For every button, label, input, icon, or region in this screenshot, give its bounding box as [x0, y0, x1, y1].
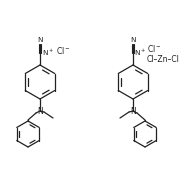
- Text: N$^+$: N$^+$: [135, 48, 147, 58]
- Text: Cl$^-$: Cl$^-$: [147, 44, 162, 54]
- Text: N$^+$: N$^+$: [41, 48, 54, 58]
- Text: N: N: [37, 37, 43, 42]
- Text: N: N: [130, 37, 136, 42]
- Text: N: N: [130, 106, 136, 116]
- Text: Cl–Zn–Cl: Cl–Zn–Cl: [147, 56, 180, 65]
- Text: N: N: [37, 106, 43, 116]
- Text: Cl$^-$: Cl$^-$: [56, 45, 70, 57]
